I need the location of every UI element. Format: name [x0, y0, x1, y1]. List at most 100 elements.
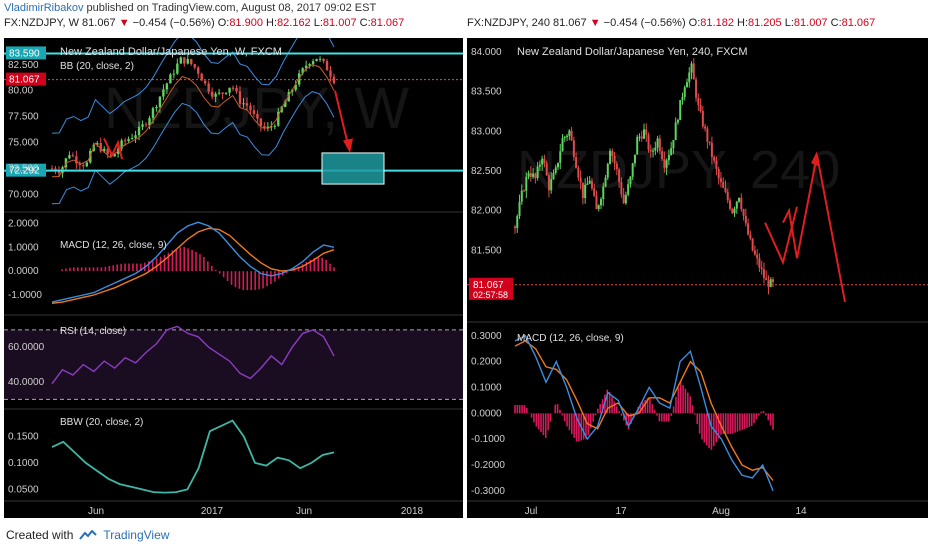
left-chart-svg[interactable]: NZDJPY, W 83.590 81.067 72.292 70.000 72.500 7… — [4, 38, 463, 518]
candle — [304, 65, 308, 69]
candle — [99, 143, 102, 152]
candle — [670, 148, 673, 155]
right-chart-pane[interactable]: NZDJPY, 240 81.067 02:57:58 81.500 82.000 82.… — [467, 38, 928, 518]
candle — [640, 136, 643, 139]
forecast-arrowhead — [811, 151, 820, 168]
candle — [259, 118, 263, 126]
candle — [688, 72, 691, 83]
candle — [604, 177, 607, 187]
candle — [193, 64, 196, 68]
tradingview-brand-link[interactable]: TradingView — [103, 528, 170, 542]
candle — [547, 175, 550, 191]
macd-title: MACD (12, 26, close, 9) — [517, 333, 624, 344]
candle — [735, 201, 738, 209]
forecast-arrow — [796, 154, 818, 259]
macd-y-tick: 0.0000 — [471, 408, 502, 419]
rsi-title: RSI (14, close) — [60, 326, 126, 337]
candle — [733, 208, 736, 214]
forecast-arrow — [782, 207, 798, 259]
candle — [134, 135, 137, 139]
candle — [315, 58, 318, 62]
candle — [762, 269, 765, 278]
candle — [715, 160, 718, 170]
candle — [577, 167, 580, 178]
y-tick-label: 84.000 — [471, 47, 502, 58]
candle — [615, 163, 618, 170]
candle — [78, 163, 82, 166]
candle — [606, 163, 609, 178]
candle — [557, 162, 559, 168]
candle — [291, 89, 294, 92]
candle — [706, 128, 709, 142]
macd-y-tick: -0.1000 — [471, 434, 505, 445]
candle — [692, 63, 695, 80]
candle — [729, 200, 731, 209]
chart-title: New Zealand Dollar/Japanese Yen, W, FXCM — [60, 46, 282, 58]
candle — [57, 171, 61, 174]
x-tick-label: 17 — [615, 506, 627, 517]
bbw-title: BBW (20, close, 2) — [60, 417, 143, 428]
candle — [695, 79, 698, 98]
candle — [749, 234, 752, 239]
candle — [683, 87, 686, 97]
candle — [186, 59, 189, 64]
candle — [538, 164, 541, 167]
candle — [661, 151, 664, 160]
candle — [228, 87, 231, 93]
candle — [245, 103, 249, 106]
candle — [769, 279, 772, 287]
right-open: 81.182 — [700, 17, 734, 29]
candle — [318, 58, 322, 60]
candle — [643, 129, 645, 139]
candle — [270, 126, 273, 128]
candle — [252, 110, 256, 114]
candle — [756, 254, 759, 259]
publish-info: published on TradingView.com, August 08,… — [83, 2, 377, 14]
candle — [690, 63, 693, 73]
candle — [130, 138, 134, 140]
candle — [568, 130, 571, 136]
candle — [629, 176, 632, 185]
candle — [652, 150, 655, 152]
watermark: NZDJPY, 240 — [517, 140, 840, 200]
right-close: 81.067 — [841, 17, 876, 29]
macd-y-tick: 0.3000 — [471, 331, 502, 342]
forecast-arrow — [816, 154, 846, 303]
countdown-label: 02:57:58 — [473, 290, 508, 300]
c-label: C: — [827, 17, 842, 29]
candle — [704, 126, 707, 129]
right-low: 81.007 — [793, 17, 828, 29]
pattern-arrow — [103, 137, 123, 160]
candle — [207, 83, 210, 92]
candle — [681, 96, 684, 101]
candle — [710, 142, 713, 157]
macd-y-tick: 0.0000 — [8, 266, 39, 277]
left-chart-pane[interactable]: NZDJPY, W 83.590 81.067 72.292 70.000 72.500 7… — [4, 38, 463, 518]
candle — [534, 173, 537, 179]
candle — [765, 277, 768, 281]
right-change: −0.454 (−0.56%) — [600, 17, 689, 29]
candle — [633, 154, 636, 164]
price-label: 72.292 — [9, 166, 40, 177]
candle — [141, 124, 144, 127]
candle — [747, 223, 750, 235]
watermark: NZDJPY, W — [104, 76, 409, 141]
publish-header: VladimirRibakov published on TradingView… — [4, 2, 376, 14]
author-link[interactable]: VladimirRibakov — [4, 2, 84, 14]
candle — [674, 122, 677, 141]
candle — [224, 92, 228, 94]
x-tick-label: Aug — [712, 506, 730, 517]
x-tick-label: 2017 — [201, 506, 224, 517]
target-zone-box — [321, 152, 385, 185]
candle — [151, 108, 155, 118]
l-label: L: — [310, 17, 323, 29]
candle — [120, 140, 123, 149]
candle — [523, 190, 526, 192]
candle — [127, 139, 130, 142]
candle — [75, 156, 78, 164]
candle — [701, 110, 704, 127]
candle — [518, 201, 521, 217]
candle — [217, 92, 221, 94]
candle — [620, 181, 623, 195]
